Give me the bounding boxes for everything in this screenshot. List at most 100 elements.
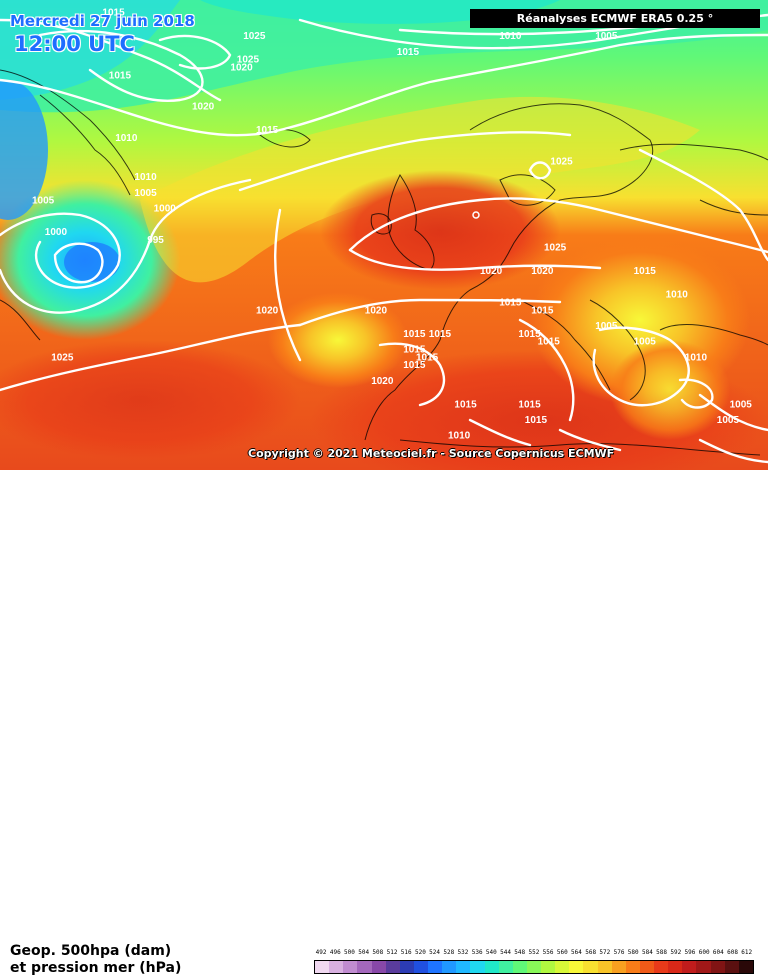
colorbar-tick-label: 552 [528, 949, 540, 956]
isobar-label: 1020 [371, 376, 394, 387]
colorbar-tick-label: 580 [627, 949, 639, 956]
isobar-label: 1020 [230, 63, 253, 74]
colorbar-tick-label: 500 [344, 949, 355, 956]
colorbar-tick-label: 588 [656, 949, 668, 956]
isobar-label: 1025 [237, 55, 260, 66]
isobar-label: 1015 [102, 8, 125, 19]
isobar-label: 1025 [550, 157, 573, 168]
colorbar-swatch [710, 961, 725, 973]
isobar-label: 1015 [454, 399, 477, 410]
colorbar-tick-label: 516 [400, 949, 412, 956]
isobar-label: 1015 [634, 266, 657, 277]
colorbar-swatch [413, 961, 428, 973]
source-banner: Réanalyses ECMWF ERA5 0.25 ° [470, 9, 760, 28]
isobar-label: 1010 [499, 31, 522, 42]
isobar-label: 1010 [685, 352, 708, 363]
colorbar-swatch [385, 961, 400, 973]
isobar-label: 1010 [115, 133, 138, 144]
colorbar [314, 960, 754, 974]
isobar-label: 1015 [538, 337, 561, 348]
colorbar-swatch [498, 961, 513, 973]
colorbar-swatch [315, 961, 330, 973]
colorbar-tick-label: 548 [514, 949, 526, 956]
colorbar-swatch [555, 961, 570, 973]
colorbar-tick-label: 592 [670, 949, 682, 956]
colorbar-tick-label: 532 [457, 949, 469, 956]
isobar-label: 1020 [480, 266, 503, 277]
colorbar-tick-label: 508 [372, 949, 384, 956]
colorbar-tick-label: 520 [414, 949, 426, 956]
colorbar-swatch [399, 961, 414, 973]
colorbar-swatch [329, 961, 344, 973]
isobar-label: 1000 [45, 227, 68, 238]
isobar-label: 1010 [666, 290, 689, 301]
colorbar-swatch [724, 961, 739, 973]
colorbar-tick-label: 568 [585, 949, 597, 956]
isobar-label: 1005 [595, 31, 618, 42]
colorbar-swatch [696, 961, 711, 973]
colorbar-tick-label: 584 [641, 949, 653, 956]
isobar-label: 1015 [531, 305, 554, 316]
colorbar-swatch [442, 961, 457, 973]
isobar-label: 1015 [403, 360, 426, 371]
colorbar-swatch [611, 961, 626, 973]
isobar-label: 1015 [397, 47, 420, 58]
colorbar-tick-label: 504 [358, 949, 370, 956]
isobar-label: 1025 [544, 243, 567, 254]
colorbar-tick-label: 536 [471, 949, 483, 956]
isobar-label: 1015 [109, 70, 132, 81]
isobar-label: 1005 [730, 399, 753, 410]
colorbar-swatch [428, 961, 443, 973]
isobar-label: 1020 [365, 305, 388, 316]
geopotential-map: 1015102510251020101510151010100510001020… [0, 0, 768, 470]
colorbar-tick-label: 556 [542, 949, 554, 956]
isobar-label: 1015 [518, 399, 541, 410]
isobar-label: 995 [147, 235, 164, 246]
isobar-label: 1015 [403, 329, 426, 340]
colorbar-tick-label: 596 [684, 949, 696, 956]
colorbar-tick-label: 612 [741, 949, 753, 956]
isobar-label: 1010 [134, 172, 157, 183]
colorbar-swatch [569, 961, 584, 973]
colorbar-tick-label: 564 [571, 949, 582, 956]
legend-title-geopotential: Geop. 500hpa (dam) [10, 943, 172, 959]
colorbar-swatch [597, 961, 612, 973]
isobar-label: 1015 [525, 415, 548, 426]
valid-time: 12:00 UTC [14, 32, 135, 56]
isobar-label: 1020 [192, 102, 215, 113]
isobar-label: 1005 [32, 196, 55, 207]
colorbar-tick-label: 544 [500, 949, 511, 956]
colorbar-tick-label: 572 [599, 949, 611, 956]
isobar-label: 1020 [256, 305, 279, 316]
copyright-text: Copyright © 2021 Meteociel.fr - Source C… [248, 447, 615, 460]
isobar-label: 1005 [595, 321, 618, 332]
colorbar-swatch [343, 961, 358, 973]
colorbar-swatch [738, 961, 753, 973]
colorbar-swatch [484, 961, 499, 973]
isobar-label: 1015 [403, 345, 426, 356]
isobar-label: 1005 [717, 415, 740, 426]
valid-date: Mercredi 27 juin 2018 [10, 12, 195, 30]
legend-footer: Geop. 500hpa (dam) et pression mer (hPa)… [0, 470, 768, 976]
colorbar-tick-label: 540 [485, 949, 497, 956]
colorbar-swatch [371, 961, 386, 973]
colorbar-tick-label: 560 [556, 949, 568, 956]
colorbar-tick-label: 576 [613, 949, 625, 956]
colorbar-tick-label: 512 [386, 949, 398, 956]
isobar-label: 1015 [429, 329, 452, 340]
isobar-label: 1025 [243, 31, 266, 42]
colorbar-swatch [639, 961, 654, 973]
colorbar-swatch [682, 961, 697, 973]
isobar-label: 1010 [448, 431, 471, 442]
colorbar-ticks: 492 496 500 504 508 512 516 520 524 528 532 536 540 5… [314, 948, 754, 958]
isobar-label: 1005 [634, 337, 657, 348]
colorbar-swatch [541, 961, 556, 973]
colorbar-tick-label: 524 [429, 949, 441, 956]
legend-title-pressure: et pression mer (hPa) [10, 960, 182, 976]
colorbar-tick-label: 604 [712, 949, 724, 956]
isobar-label: 1015 [499, 298, 522, 309]
colorbar-tick-label: 600 [698, 949, 710, 956]
colorbar-swatch [512, 961, 527, 973]
colorbar-swatch [625, 961, 640, 973]
